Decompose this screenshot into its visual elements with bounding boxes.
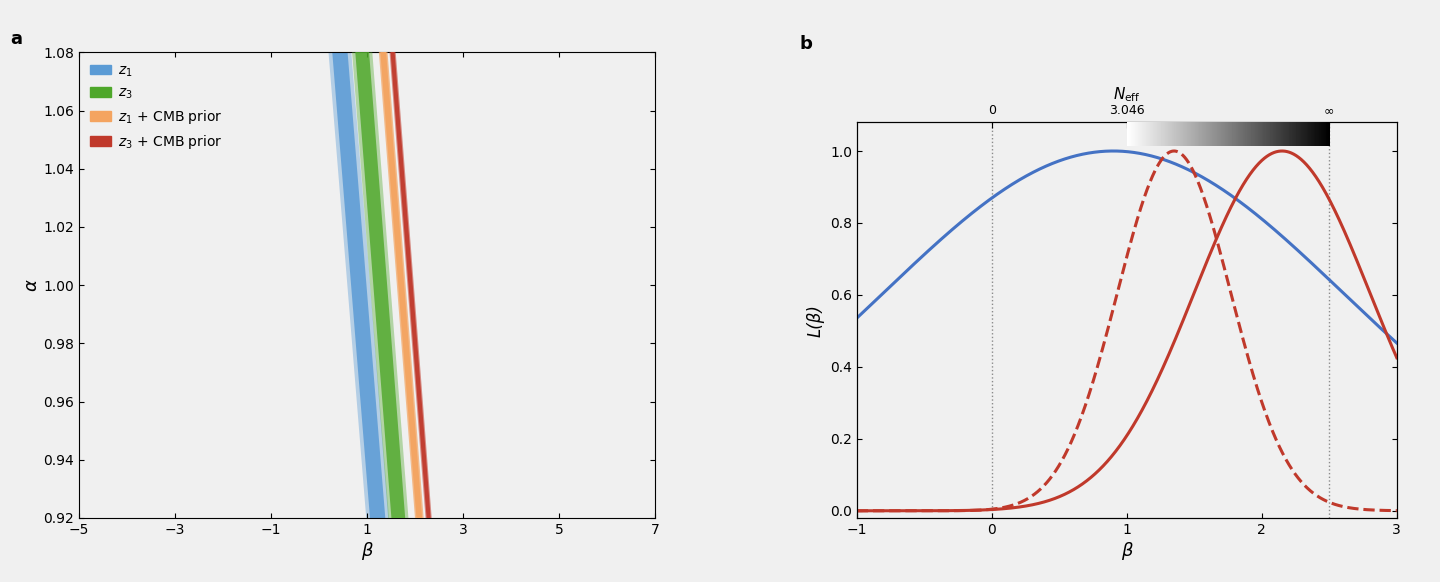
Ellipse shape xyxy=(151,0,564,582)
X-axis label: $N_{\mathrm{eff}}$: $N_{\mathrm{eff}}$ xyxy=(1113,85,1140,104)
Text: a: a xyxy=(10,30,22,48)
Ellipse shape xyxy=(328,0,474,582)
X-axis label: β: β xyxy=(1122,542,1132,560)
Ellipse shape xyxy=(52,0,664,582)
Ellipse shape xyxy=(124,0,639,582)
Ellipse shape xyxy=(344,0,477,582)
Y-axis label: α: α xyxy=(23,279,40,291)
Text: b: b xyxy=(799,35,812,53)
X-axis label: β: β xyxy=(361,542,373,560)
Ellipse shape xyxy=(292,0,508,582)
Legend: $z_1$, $z_3$, $z_1$ + CMB prior, $z_3$ + CMB prior: $z_1$, $z_3$, $z_1$ + CMB prior, $z_3$ +… xyxy=(86,59,228,155)
Y-axis label: L(β): L(β) xyxy=(806,304,824,336)
Ellipse shape xyxy=(366,0,455,582)
Ellipse shape xyxy=(206,0,557,582)
